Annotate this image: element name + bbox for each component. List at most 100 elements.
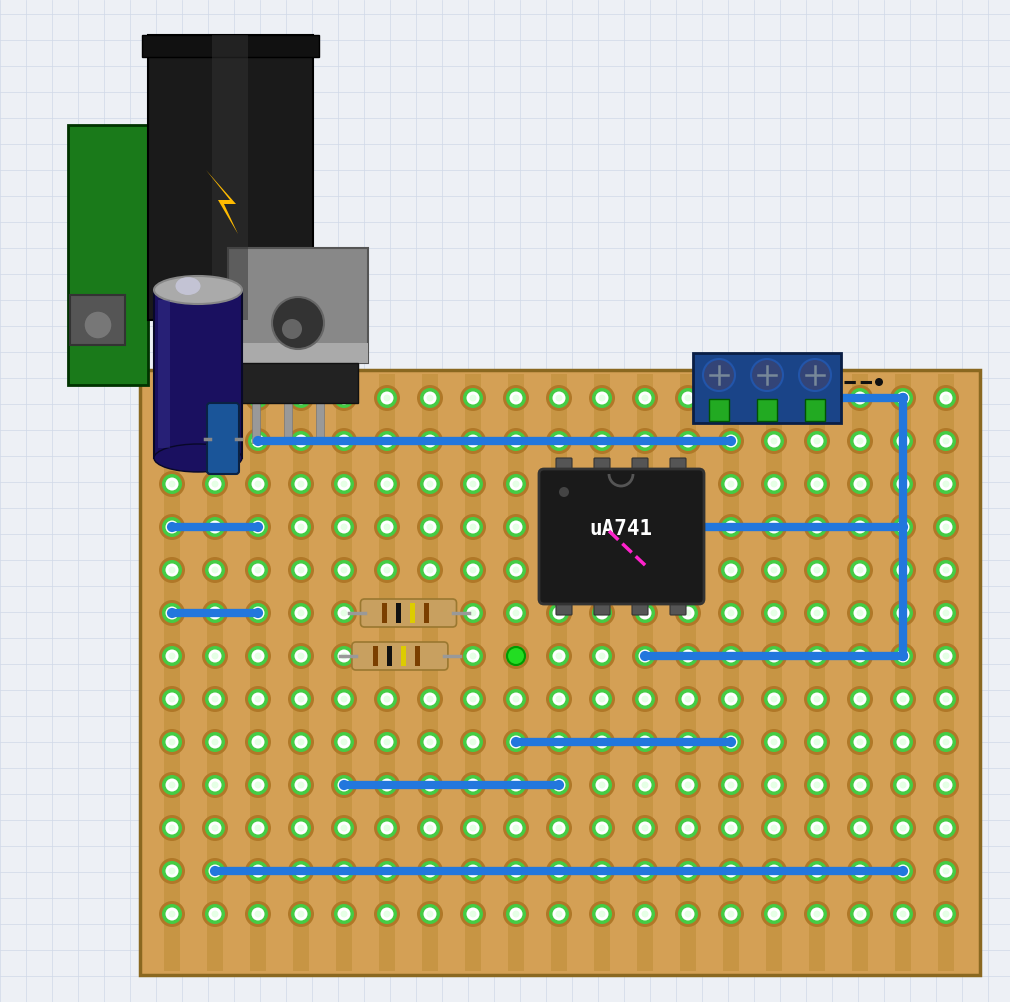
Circle shape [632, 729, 658, 755]
Circle shape [295, 865, 307, 878]
Circle shape [546, 815, 572, 841]
Circle shape [810, 649, 823, 662]
Circle shape [900, 782, 907, 789]
Circle shape [810, 520, 823, 533]
Circle shape [727, 652, 734, 659]
Circle shape [211, 566, 218, 573]
Circle shape [384, 911, 391, 918]
Circle shape [162, 560, 182, 580]
Circle shape [162, 431, 182, 451]
Circle shape [426, 566, 433, 573]
Circle shape [251, 865, 265, 878]
Circle shape [850, 646, 870, 666]
Circle shape [589, 428, 615, 454]
Circle shape [245, 471, 271, 497]
Circle shape [245, 514, 271, 540]
Circle shape [721, 904, 741, 924]
Circle shape [377, 646, 397, 666]
Circle shape [761, 686, 787, 712]
Circle shape [467, 478, 480, 491]
Circle shape [898, 393, 908, 403]
Circle shape [856, 738, 864, 745]
Circle shape [592, 603, 612, 623]
Circle shape [900, 438, 907, 445]
Circle shape [678, 646, 698, 666]
Circle shape [248, 646, 268, 666]
Circle shape [721, 388, 741, 408]
Circle shape [682, 478, 695, 491]
Circle shape [675, 729, 701, 755]
Circle shape [900, 609, 907, 616]
Circle shape [900, 652, 907, 659]
Circle shape [381, 822, 394, 835]
Circle shape [506, 732, 526, 752]
Circle shape [205, 861, 225, 881]
Circle shape [255, 782, 262, 789]
Circle shape [331, 858, 357, 884]
Circle shape [162, 818, 182, 838]
Circle shape [546, 901, 572, 927]
Circle shape [205, 560, 225, 580]
Circle shape [337, 563, 350, 576]
Circle shape [506, 560, 526, 580]
Circle shape [552, 779, 566, 792]
Circle shape [589, 772, 615, 798]
Circle shape [900, 395, 907, 402]
Circle shape [853, 692, 867, 705]
Circle shape [764, 732, 784, 752]
Circle shape [890, 557, 916, 583]
Circle shape [159, 557, 185, 583]
Circle shape [166, 392, 179, 405]
Circle shape [509, 392, 522, 405]
Polygon shape [206, 170, 238, 234]
Circle shape [807, 603, 827, 623]
Circle shape [897, 520, 909, 533]
Circle shape [202, 858, 228, 884]
Circle shape [813, 523, 820, 530]
Circle shape [900, 695, 907, 702]
Circle shape [807, 818, 827, 838]
Circle shape [727, 523, 734, 530]
Circle shape [685, 652, 692, 659]
Circle shape [295, 908, 307, 921]
Circle shape [804, 643, 830, 669]
Circle shape [288, 686, 314, 712]
Circle shape [890, 385, 916, 411]
Circle shape [169, 652, 176, 659]
Circle shape [208, 606, 221, 619]
Circle shape [768, 520, 781, 533]
Circle shape [856, 523, 864, 530]
Circle shape [166, 435, 179, 448]
Circle shape [638, 908, 651, 921]
Circle shape [942, 566, 949, 573]
Circle shape [771, 782, 778, 789]
Circle shape [463, 818, 483, 838]
Circle shape [245, 643, 271, 669]
Circle shape [377, 388, 397, 408]
Circle shape [298, 911, 304, 918]
Circle shape [804, 686, 830, 712]
Circle shape [169, 911, 176, 918]
Circle shape [467, 520, 480, 533]
Circle shape [675, 686, 701, 712]
Circle shape [331, 729, 357, 755]
Circle shape [685, 395, 692, 402]
Circle shape [853, 908, 867, 921]
Circle shape [771, 395, 778, 402]
Circle shape [423, 520, 436, 533]
Circle shape [813, 481, 820, 488]
Circle shape [417, 428, 443, 454]
Circle shape [641, 782, 648, 789]
Circle shape [632, 643, 658, 669]
Circle shape [682, 779, 695, 792]
Circle shape [592, 474, 612, 494]
Circle shape [205, 818, 225, 838]
Circle shape [288, 858, 314, 884]
Circle shape [556, 395, 563, 402]
Circle shape [208, 649, 221, 662]
Circle shape [331, 557, 357, 583]
Circle shape [641, 825, 648, 832]
Circle shape [897, 779, 909, 792]
Circle shape [211, 438, 218, 445]
Circle shape [467, 392, 480, 405]
